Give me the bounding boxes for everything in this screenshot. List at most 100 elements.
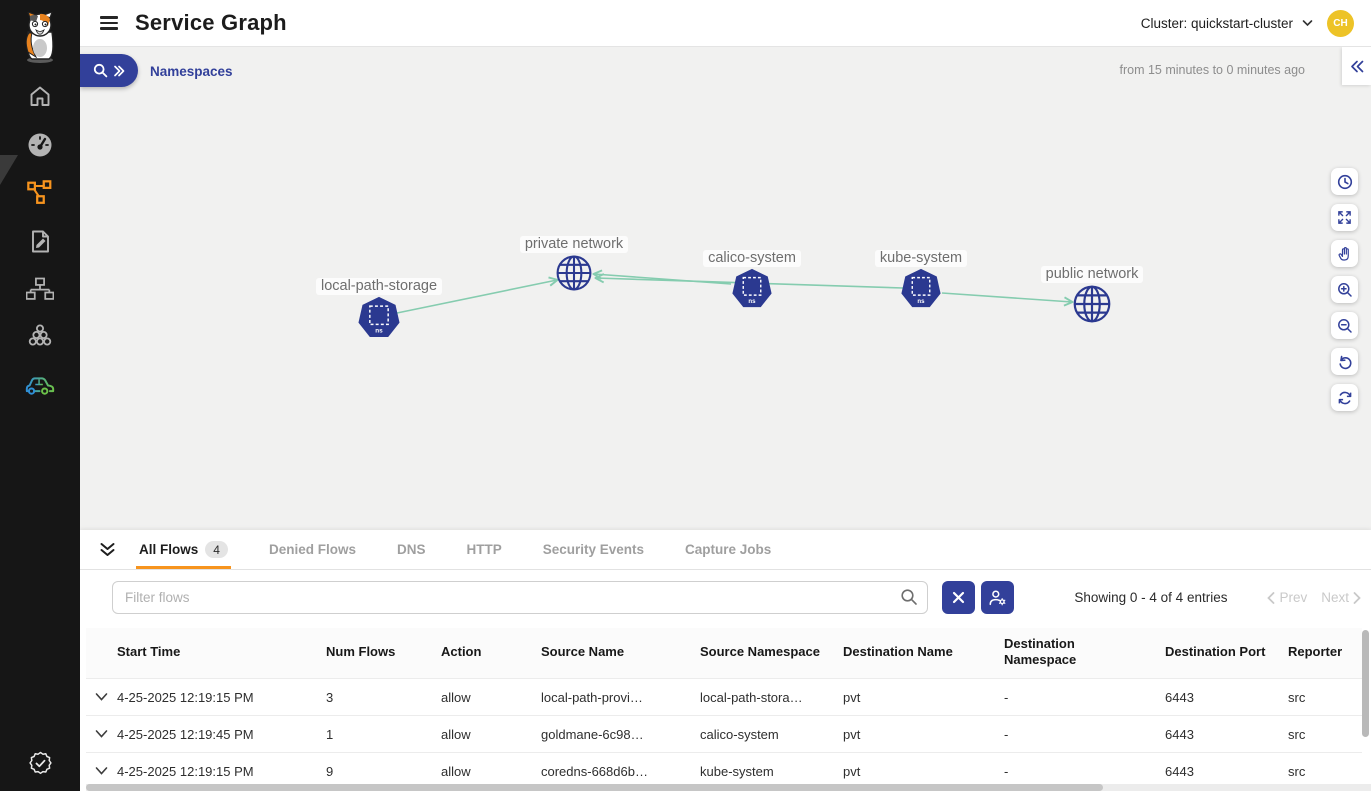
graph-node-public-network[interactable]: public network [1040, 266, 1144, 324]
cell-source-name: coredns-668d6b… [541, 763, 648, 779]
scrollbar-thumb[interactable] [1362, 630, 1369, 737]
sidebar-item-service-graph[interactable] [0, 155, 80, 217]
cell-reporter: src [1288, 689, 1306, 705]
table-row[interactable]: 4-25-2025 12:19:45 PM 1 allow goldmane-6… [86, 715, 1362, 752]
col-num-flows[interactable]: Num Flows [326, 644, 396, 659]
cell-start-time: 4-25-2025 12:19:45 PM [117, 726, 254, 742]
tab-label: HTTP [466, 542, 502, 557]
search-icon [93, 63, 108, 78]
sidebar-item-verified[interactable] [0, 750, 80, 777]
col-destination-port[interactable]: Destination Port [1165, 644, 1266, 659]
col-destination-name[interactable]: Destination Name [843, 644, 953, 659]
avatar[interactable]: CH [1327, 9, 1354, 37]
cell-start-time: 4-25-2025 12:19:15 PM [117, 763, 254, 779]
cell-source-namespace: local-path-stora… [700, 689, 803, 705]
table-horizontal-scrollbar[interactable] [86, 784, 1371, 791]
expand-row-button[interactable] [86, 766, 114, 776]
flows-filter-row: Showing 0 - 4 of 4 entries Prev Next [80, 570, 1371, 614]
graph-node-label: public network [1040, 266, 1144, 283]
flows-panel: All Flows 4 Denied Flows DNS HTTP Securi… [80, 530, 1371, 791]
customize-columns-button[interactable] [981, 581, 1014, 614]
page-title: Service Graph [135, 10, 287, 35]
clear-filter-button[interactable] [942, 581, 975, 614]
tab-denied-flows[interactable]: Denied Flows [269, 530, 356, 569]
tab-all-flows[interactable]: All Flows 4 [136, 530, 231, 569]
certificate-check-icon [28, 751, 52, 775]
scrollbar-thumb[interactable] [86, 784, 1103, 791]
graph-node-local-path-storage[interactable]: local-path-storage ns [315, 278, 443, 340]
main-area: Namespaces from 15 minutes to 0 minutes … [80, 47, 1371, 791]
sidebar-item-policies[interactable] [0, 217, 80, 265]
flows-tabs-row: All Flows 4 Denied Flows DNS HTTP Securi… [80, 530, 1371, 570]
top-bar-right: Cluster: quickstart-cluster CH [1141, 9, 1371, 37]
col-source-namespace[interactable]: Source Namespace [700, 644, 820, 659]
menu-toggle-button[interactable] [96, 10, 122, 36]
col-destination-namespace[interactable]: Destination Namespace [1004, 636, 1077, 667]
graph-node-private-network[interactable]: private network [519, 236, 629, 292]
graph-search-button[interactable] [80, 54, 138, 87]
cluster-label: Cluster: quickstart-cluster [1140, 15, 1293, 31]
graph-node-label: local-path-storage [315, 278, 443, 295]
tab-security-events[interactable]: Security Events [543, 530, 644, 569]
tab-capture-jobs[interactable]: Capture Jobs [685, 530, 771, 569]
collapse-panel-button[interactable] [1342, 47, 1371, 85]
table-row[interactable]: 4-25-2025 12:19:15 PM 3 allow local-path… [86, 678, 1362, 715]
table-header-row: Start Time Num Flows Action Source Name … [86, 628, 1362, 678]
prev-page-button[interactable]: Prev [1267, 590, 1307, 605]
zoom-in-button[interactable] [1331, 276, 1358, 303]
pagination: Prev Next [1267, 590, 1361, 605]
col-source-name[interactable]: Source Name [541, 644, 625, 659]
filter-flows-input[interactable] [112, 581, 928, 614]
calico-cat-logo [25, 12, 54, 63]
refresh-button[interactable] [1331, 384, 1358, 411]
chevron-double-left-icon [1350, 60, 1363, 72]
sidebar-item-dashboard[interactable] [0, 121, 80, 169]
pan-tool-button[interactable] [1331, 240, 1358, 267]
flows-tabs: All Flows 4 Denied Flows DNS HTTP Securi… [136, 530, 771, 569]
zoom-out-button[interactable] [1331, 312, 1358, 339]
sidebar-item-home[interactable] [0, 73, 80, 121]
graph-edges [396, 269, 1074, 314]
chevron-down-icon [95, 767, 108, 775]
time-settings-button[interactable] [1331, 168, 1358, 195]
cell-destination-port: 6443 [1165, 689, 1194, 705]
graph-node-calico-system[interactable]: calico-system ns [703, 250, 801, 310]
next-label: Next [1321, 590, 1349, 605]
undo-layout-button[interactable] [1331, 348, 1358, 375]
cell-reporter: src [1288, 763, 1306, 779]
search-icon[interactable] [900, 588, 918, 606]
col-start-time[interactable]: Start Time [117, 644, 181, 659]
cell-source-name: goldmane-6c98… [541, 726, 644, 742]
sidebar-item-clusters[interactable] [0, 313, 80, 361]
globe-icon [1073, 285, 1111, 323]
table-row[interactable]: 4-25-2025 12:19:15 PM 9 allow coredns-66… [86, 752, 1362, 789]
expand-row-button[interactable] [86, 729, 114, 739]
service-graph-canvas[interactable]: local-path-storage ns private network [80, 47, 1371, 530]
time-range-label: from 15 minutes to 0 minutes ago [1119, 63, 1305, 77]
col-action[interactable]: Action [441, 644, 482, 659]
close-icon [952, 591, 965, 604]
namespace-icon: ns [358, 296, 400, 337]
panel-collapse-button[interactable] [96, 539, 118, 561]
expand-row-button[interactable] [86, 692, 114, 702]
chevron-right-icon [1353, 591, 1361, 604]
cell-source-namespace: kube-system [700, 763, 774, 779]
tab-http[interactable]: HTTP [466, 530, 501, 569]
col-reporter[interactable]: Reporter [1288, 644, 1343, 659]
network-tree-icon [26, 277, 54, 300]
tab-dns[interactable]: DNS [397, 530, 426, 569]
sidebar-item-network[interactable] [0, 265, 80, 313]
cell-destination-name: pvt [843, 689, 861, 705]
fit-to-screen-button[interactable] [1331, 204, 1358, 231]
namespace-icon: ns [732, 268, 772, 308]
breadcrumb[interactable]: Namespaces [150, 64, 233, 79]
next-page-button[interactable]: Next [1321, 590, 1361, 605]
table-vertical-scrollbar[interactable] [1362, 630, 1369, 788]
cluster-selector[interactable]: Cluster: quickstart-cluster [1141, 16, 1313, 31]
sidebar-item-whisker[interactable] [0, 361, 80, 409]
flows-table: Start Time Num Flows Action Source Name … [86, 628, 1362, 789]
cell-destination-name: pvt [843, 726, 861, 742]
graph-node-kube-system[interactable]: kube-system ns [874, 250, 968, 310]
zoom-out-icon [1337, 318, 1352, 333]
tab-label: All Flows [139, 542, 199, 557]
